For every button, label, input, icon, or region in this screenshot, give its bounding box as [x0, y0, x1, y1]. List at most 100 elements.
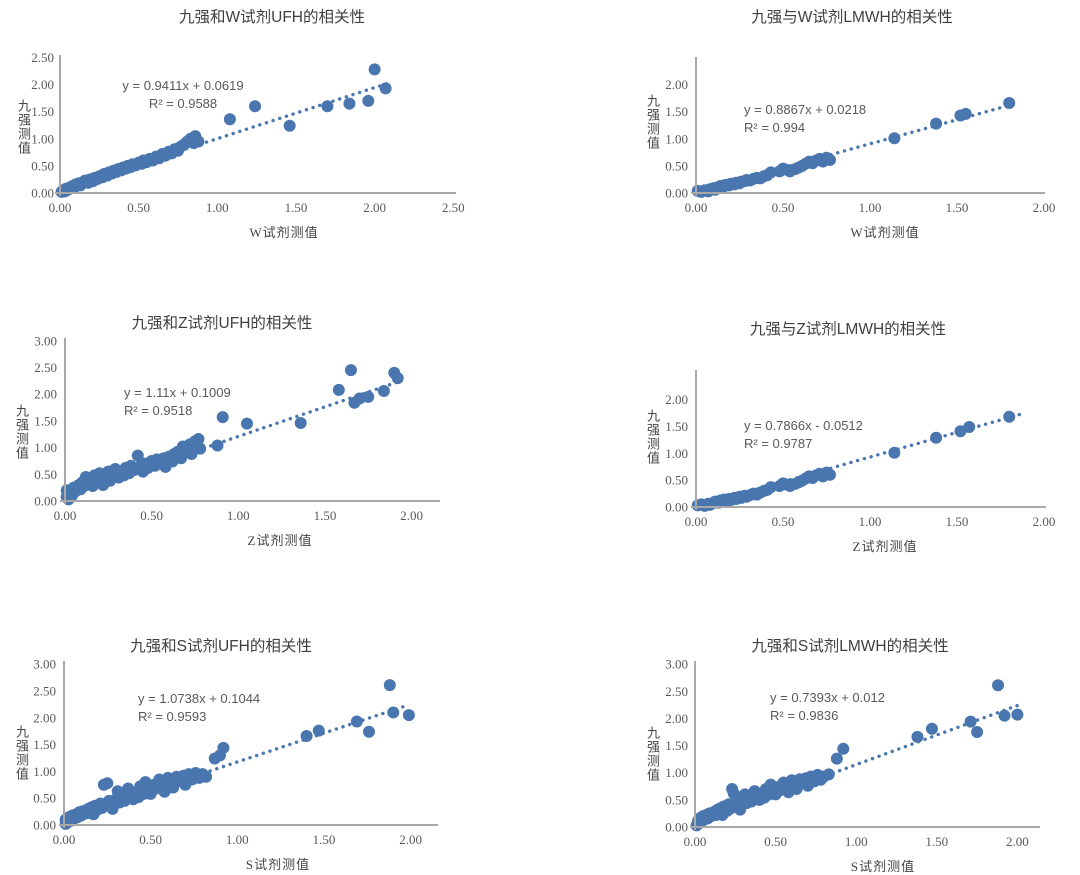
svg-text:0.50: 0.50	[31, 158, 54, 173]
y-axis-title: 九强测值	[645, 726, 660, 782]
svg-text:2.00: 2.00	[31, 77, 54, 92]
chart-title: 九强和W试剂UFH的相关性	[179, 9, 365, 26]
svg-text:0.50: 0.50	[665, 473, 688, 488]
equation-text: y = 0.7866x - 0.0512	[744, 418, 863, 433]
svg-text:0.00: 0.00	[665, 500, 688, 515]
svg-text:1.00: 1.00	[34, 440, 57, 455]
x-axis-title: Z试剂测值	[247, 533, 313, 548]
svg-text:1.50: 1.50	[285, 200, 308, 215]
svg-text:1.50: 1.50	[314, 508, 337, 523]
svg-text:1.50: 1.50	[665, 419, 688, 434]
svg-text:0.00: 0.00	[34, 494, 57, 509]
chart-title: 九强和S试剂LMWH的相关性	[751, 638, 949, 655]
svg-text:1.50: 1.50	[925, 834, 948, 849]
x-axis-title: S试剂测值	[850, 859, 916, 874]
svg-text:1.00: 1.00	[31, 131, 54, 146]
scatter-plot-s-ufh: 0.00 0.50 1.00 1.50 2.00 0.00 0.50 1.00 1.50 2.00…	[33, 657, 438, 847]
svg-text:0.50: 0.50	[665, 158, 688, 173]
svg-text:1.50: 1.50	[946, 200, 969, 215]
svg-text:0.00: 0.00	[684, 834, 707, 849]
chart-title: 九强与Z试剂LMWH的相关性	[749, 321, 947, 338]
trendline-equation: y = 0.8867x + 0.0218 R² = 0.994	[744, 101, 866, 137]
svg-text:2.50: 2.50	[442, 200, 465, 215]
svg-text:2.00: 2.00	[34, 387, 57, 402]
svg-text:0.00: 0.00	[665, 186, 688, 201]
trendline-equation: y = 1.0738x + 0.1044 R² = 0.9593	[138, 690, 260, 726]
chart-title: 九强和Z试剂UFH的相关性	[131, 315, 313, 332]
svg-text:2.00: 2.00	[400, 508, 423, 523]
svg-text:3.00: 3.00	[665, 657, 688, 672]
equation-text: y = 0.8867x + 0.0218	[744, 102, 867, 117]
svg-text:2.50: 2.50	[34, 360, 57, 375]
svg-text:1.50: 1.50	[34, 413, 57, 428]
svg-text:1.00: 1.00	[665, 131, 688, 146]
r-squared-text: R² = 0.994	[744, 120, 806, 135]
svg-text:0.00: 0.00	[33, 818, 56, 833]
svg-text:2.00: 2.00	[1033, 514, 1056, 529]
svg-text:2.00: 2.00	[399, 832, 422, 847]
y-axis-title: 九强测值	[14, 404, 29, 460]
svg-text:1.00: 1.00	[206, 200, 229, 215]
svg-text:2.00: 2.00	[665, 77, 688, 92]
svg-text:3.00: 3.00	[33, 657, 56, 672]
svg-text:0.00: 0.00	[685, 514, 708, 529]
y-axis-title: 九强测值	[16, 99, 31, 155]
chart-w-lmwh: 0.00 0.50 1.00 1.50 2.00 0.00 0.50 1.00 1.50 2.00…	[540, 0, 1080, 291]
svg-text:1.00: 1.00	[859, 514, 882, 529]
equation-text: y = 0.9411x + 0.0619	[122, 78, 244, 93]
svg-text:0.00: 0.00	[31, 186, 54, 201]
x-axis-title: W试剂测值	[850, 225, 920, 240]
svg-text:2.50: 2.50	[31, 50, 54, 65]
scatter-plot-w-lmwh: 0.00 0.50 1.00 1.50 2.00 0.00 0.50 1.00 1.50 2.00	[665, 57, 1055, 215]
svg-text:0.50: 0.50	[140, 508, 163, 523]
svg-text:0.50: 0.50	[772, 514, 795, 529]
scatter-plot-w-ufh: 0.00 0.50 1.00 1.50 2.00 2.50 0.00 0.50 1.00 1.50…	[31, 50, 465, 215]
trendline-equation: y = 1.11x + 0.1009 R² = 0.9518	[124, 384, 231, 420]
svg-text:2.50: 2.50	[665, 684, 688, 699]
y-axis-title: 九强测值	[645, 94, 660, 150]
svg-text:1.50: 1.50	[665, 104, 688, 119]
equation-text: y = 0.7393x + 0.012	[770, 690, 885, 705]
svg-text:2.00: 2.00	[363, 200, 386, 215]
svg-text:1.00: 1.00	[226, 832, 249, 847]
svg-text:1.00: 1.00	[859, 200, 882, 215]
chart-w-ufh: 0.00 0.50 1.00 1.50 2.00 2.50 0.00 0.50 1.00 1.50…	[0, 0, 540, 291]
chart-s-ufh: 0.00 0.50 1.00 1.50 2.00 0.00 0.50 1.00 1.50 2.00…	[0, 580, 540, 872]
trendline-equation: y = 0.7393x + 0.012 R² = 0.9836	[770, 689, 885, 725]
x-axis-title: W试剂测值	[249, 225, 319, 240]
svg-text:0.00: 0.00	[49, 200, 72, 215]
svg-text:0.50: 0.50	[127, 200, 150, 215]
svg-text:0.50: 0.50	[139, 832, 162, 847]
svg-text:2.50: 2.50	[33, 684, 56, 699]
scatter-plot-s-lmwh: 0.00 0.50 1.00 1.50 2.00 0.00 0.50 1.00 1.50 2.00…	[665, 657, 1040, 849]
svg-text:1.50: 1.50	[33, 737, 56, 752]
svg-text:2.00: 2.00	[1006, 834, 1029, 849]
svg-text:3.00: 3.00	[34, 333, 57, 348]
svg-text:2.00: 2.00	[33, 710, 56, 725]
svg-text:1.50: 1.50	[946, 514, 969, 529]
svg-text:1.50: 1.50	[31, 104, 54, 119]
chart-title: 九强和S试剂UFH的相关性	[130, 638, 312, 655]
r-squared-text: R² = 0.9588	[148, 96, 218, 111]
svg-text:0.00: 0.00	[665, 820, 688, 835]
chart-z-ufh: 0.00 0.50 1.00 1.50 2.00 0.00 0.50 1.00 1.50 2.00…	[0, 290, 540, 581]
x-axis-title: S试剂测值	[245, 857, 311, 872]
svg-text:1.50: 1.50	[313, 832, 336, 847]
y-axis-title: 九强测值	[14, 725, 29, 781]
equation-text: y = 1.11x + 0.1009	[124, 385, 231, 400]
svg-text:0.00: 0.00	[685, 200, 708, 215]
svg-text:1.50: 1.50	[665, 738, 688, 753]
chart-z-lmwh: 0.00 0.50 1.00 1.50 2.00 0.00 0.50 1.00 1.50 2.00…	[540, 290, 1080, 581]
svg-text:0.50: 0.50	[33, 791, 56, 806]
scatter-plot-z-lmwh: 0.00 0.50 1.00 1.50 2.00 0.00 0.50 1.00 1.50 2.00	[665, 370, 1056, 529]
y-axis-title: 九强测值	[645, 409, 660, 465]
svg-text:0.50: 0.50	[34, 467, 57, 482]
x-axis-title: Z试剂测值	[852, 539, 918, 554]
svg-text:1.00: 1.00	[845, 834, 868, 849]
chart-title: 九强与W试剂LMWH的相关性	[751, 9, 953, 26]
equation-text: y = 1.0738x + 0.1044	[138, 691, 261, 706]
svg-text:1.00: 1.00	[33, 764, 56, 779]
svg-text:1.00: 1.00	[665, 765, 688, 780]
svg-text:2.00: 2.00	[665, 711, 688, 726]
